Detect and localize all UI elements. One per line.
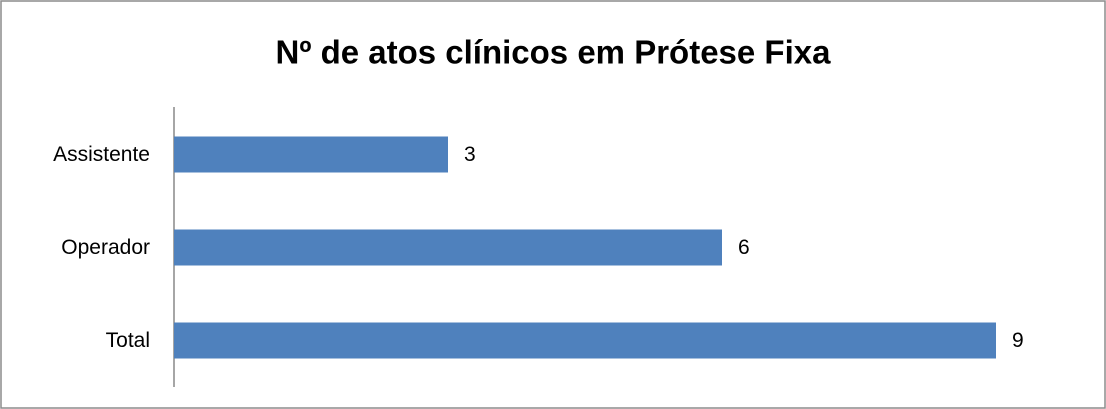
data-label: 9	[1012, 329, 1024, 352]
y-tick-label: Operador	[61, 236, 150, 259]
bar	[174, 136, 448, 173]
data-label: 3	[464, 143, 476, 166]
chart-title: Nº de atos clínicos em Prótese Fixa	[276, 34, 832, 71]
bar	[174, 322, 996, 359]
y-tick-label: Assistente	[53, 143, 150, 166]
bar	[174, 229, 722, 266]
y-tick-label: Total	[106, 329, 150, 352]
data-label: 6	[738, 236, 750, 259]
